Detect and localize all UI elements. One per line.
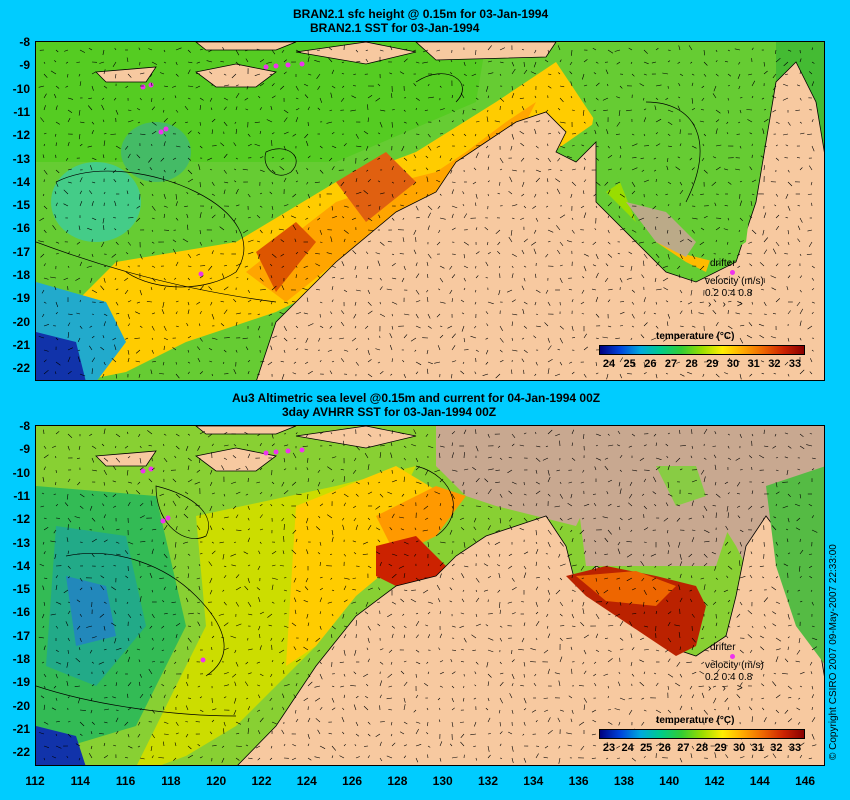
y-axis-label: -14: [12, 558, 30, 573]
y-axis-label: -20: [12, 698, 30, 713]
bottom-legend-drifter-marker: [730, 654, 735, 659]
bottom-map-panel: drifter velocity (m/s) 0.2 0.4 0.8 › › >…: [35, 425, 825, 766]
y-axis-label: -15: [12, 198, 30, 213]
colorbar-tick-label: 26: [644, 358, 657, 370]
y-axis-label: -19: [12, 291, 30, 306]
y-axis-label: -17: [12, 244, 30, 259]
bottom-map-svg: [36, 426, 824, 765]
y-axis-label: -21: [12, 721, 30, 736]
bottom-legend-drifter: drifter: [710, 642, 736, 653]
y-axis-label: -18: [12, 652, 30, 666]
y-axis-label: -14: [12, 174, 30, 189]
bottom-legend-scale: 0.2 0.4 0.8: [705, 672, 753, 683]
colorbar-tick-label: 28: [695, 742, 709, 754]
colorbar-tick-label: 24: [602, 358, 616, 370]
top-legend-scale: 0.2 0.4 0.8: [705, 288, 753, 299]
colorbar-tick-label: 30: [726, 358, 740, 370]
bottom-legend-velocity: velocity (m/s): [705, 660, 764, 671]
colorbar-tick-label: 30: [733, 742, 746, 754]
x-axis-label: 128: [387, 774, 408, 788]
x-axis-label: 112: [25, 774, 45, 788]
top-legend-velocity: velocity (m/s): [705, 276, 764, 287]
x-axis-label: 140: [659, 774, 680, 788]
colorbar-tick-label: 24: [621, 742, 634, 754]
top-title-line2: BRAN2.1 SST for 03-Jan-1994: [310, 21, 480, 35]
y-axis-label: -16: [12, 221, 30, 236]
colorbar-tick-label: 33: [788, 742, 802, 754]
top-legend-drifter: drifter: [710, 258, 736, 269]
top-drifters: [140, 61, 305, 277]
colorbar-tick-label: 25: [640, 742, 653, 754]
copyright-text: © Copyright CSIRO 2007 09-May-2007 22:33…: [828, 544, 839, 760]
x-axis-label: 144: [749, 774, 770, 788]
y-axis-label: -16: [12, 605, 30, 620]
bottom-title-line2: 3day AVHRR SST for 03-Jan-1994 00Z: [282, 405, 497, 419]
y-axis-label: -13: [12, 535, 30, 550]
colorbar-tick-label: 25: [623, 358, 636, 370]
colorbar-tick-label: 23: [602, 742, 616, 754]
y-axis-label: -10: [12, 465, 30, 480]
top-map-panel: drifter velocity (m/s) 0.2 0.4 0.8 › › >…: [35, 41, 825, 381]
colorbar-tick-label: 29: [714, 742, 727, 754]
x-axis-label: 118: [161, 774, 181, 788]
y-axis-label: -20: [12, 314, 30, 329]
colorbar-tick-label: 29: [706, 358, 719, 370]
x-axis-label: 120: [206, 774, 227, 788]
x-axis-label: 132: [477, 774, 499, 788]
y-axis-label: -21: [12, 337, 30, 352]
y-axis-label: -17: [12, 628, 30, 643]
y-axis-label: -18: [12, 268, 30, 282]
y-axis-label: -22: [12, 361, 30, 376]
top-legend-arrows: › › >: [708, 299, 743, 310]
top-map-svg: [36, 42, 824, 380]
y-axis-label: -11: [13, 488, 30, 503]
colorbar-tick-label: 32: [768, 358, 781, 370]
colorbar-tick-label: 27: [664, 358, 678, 370]
colorbar-tick-label: 31: [751, 742, 764, 754]
bottom-colorbar-title: temperature (°C): [656, 715, 735, 726]
top-title-line1: BRAN2.1 sfc height @ 0.15m for 03-Jan-19…: [293, 7, 549, 21]
colorbar-tick-label: 32: [770, 742, 783, 754]
y-axis-label: -9: [19, 442, 30, 457]
y-axis-label: -15: [12, 582, 30, 597]
y-axis-label: -9: [19, 58, 30, 73]
x-axis-label: 146: [795, 774, 816, 788]
y-axis-label: -8: [19, 35, 30, 49]
top-legend-drifter-marker: [730, 270, 735, 275]
top-colorbar-title: temperature (°C): [656, 331, 735, 342]
x-axis-label: 126: [342, 774, 363, 788]
top-colorbar: [599, 345, 805, 355]
colorbar-tick-label: 28: [685, 358, 698, 370]
y-axis-label: -12: [12, 128, 30, 143]
x-axis-label: 134: [523, 774, 544, 788]
bottom-legend-arrows: › › >: [708, 683, 743, 694]
bottom-title-line1: Au3 Altimetric sea level @0.15m and curr…: [232, 391, 601, 405]
y-axis-label: -22: [12, 745, 30, 760]
y-axis-label: -13: [12, 151, 30, 166]
y-axis-label: -8: [19, 419, 30, 433]
colorbar-tick-label: 27: [677, 742, 690, 754]
colorbar-tick-label: 31: [747, 358, 760, 370]
colorbar-tick-label: 33: [788, 358, 802, 370]
y-axis-label: -12: [12, 512, 30, 527]
colorbar-tick-label: 26: [658, 742, 671, 754]
x-axis-label: 122: [251, 774, 272, 788]
x-axis-label: 142: [704, 774, 725, 788]
x-axis-label: 116: [115, 774, 136, 788]
x-axis-label: 130: [432, 774, 453, 788]
bottom-drifters: [140, 447, 305, 663]
x-axis-label: 114: [70, 774, 90, 788]
y-axis-label: -19: [12, 675, 30, 690]
y-axis-label: -10: [12, 81, 30, 96]
x-axis-label: 124: [296, 774, 317, 788]
y-axis-label: -11: [13, 104, 30, 119]
x-axis-label: 136: [568, 774, 589, 788]
bottom-colorbar: [599, 729, 805, 739]
x-axis-label: 138: [613, 774, 634, 788]
